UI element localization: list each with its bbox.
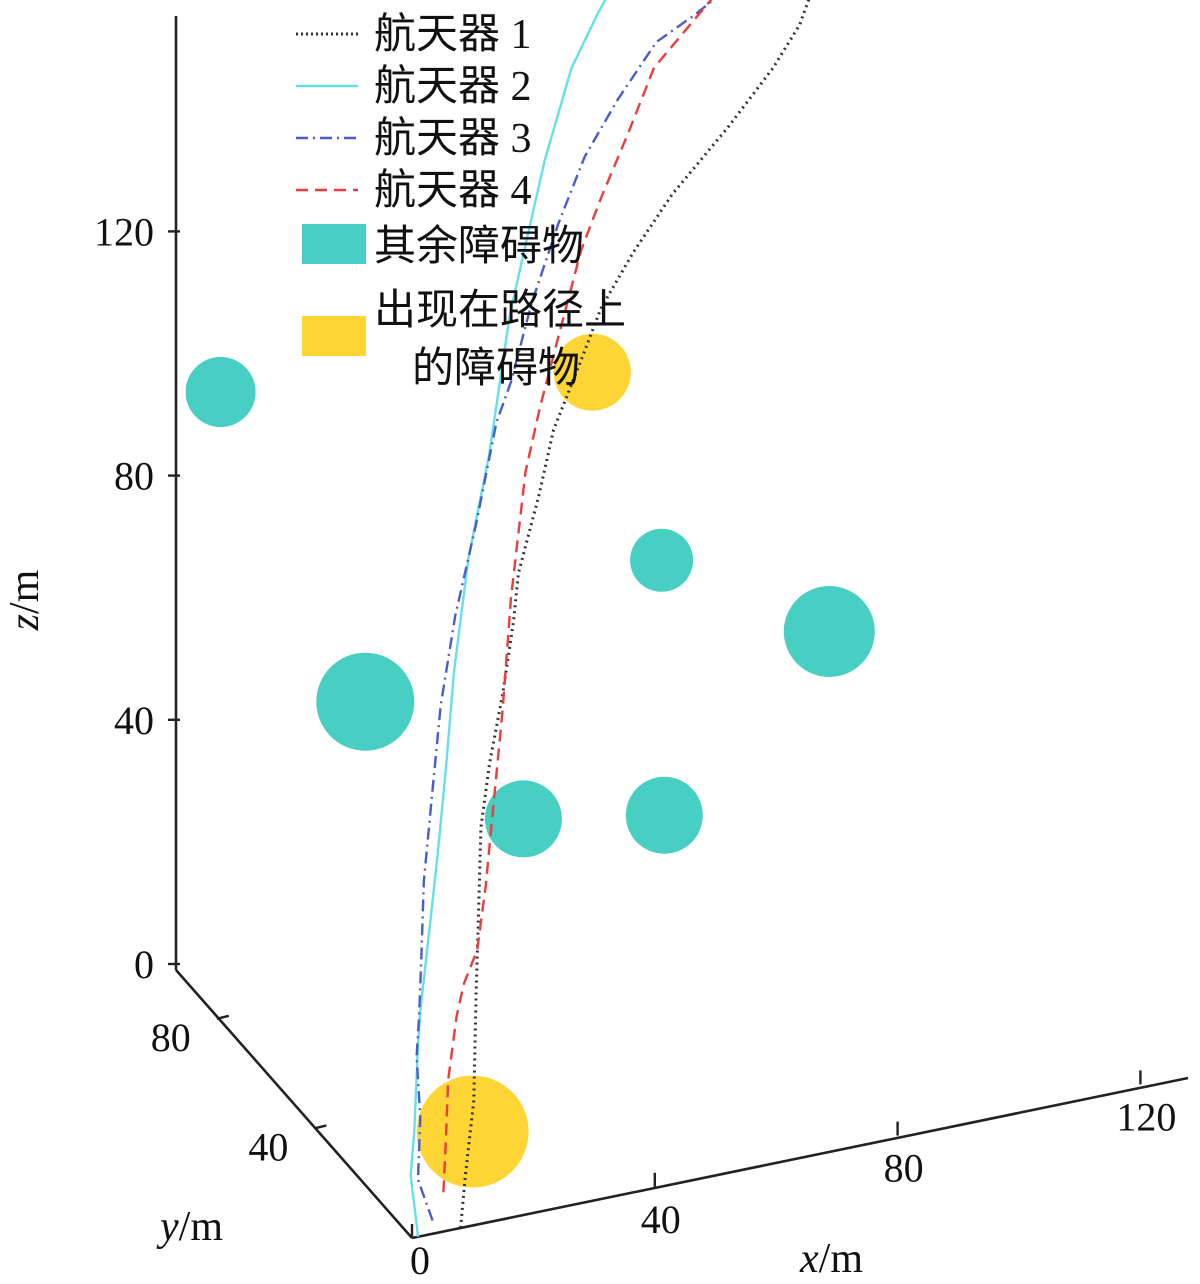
series-group (409, 0, 811, 1237)
legend-label-path-obstacle-line2: 的障碍物 (412, 346, 580, 392)
x-axis-var: x (799, 1236, 819, 1282)
legend-label-other-obstacle: 其余障碍物 (374, 223, 584, 270)
legend-label-sc4: 航天器 4 (374, 167, 532, 214)
y-axis-line (175, 969, 413, 1239)
legend-label-path-obstacle-line1: 出现在路径上 (374, 288, 626, 334)
obstacle-other (316, 652, 415, 751)
obstacle-other (630, 528, 694, 592)
z-axis-var: z (2, 614, 48, 631)
x-axis-unit: /m (819, 1236, 864, 1282)
y-tick (314, 1124, 327, 1130)
y-tick (216, 1014, 230, 1020)
obstacle-other (185, 357, 256, 427)
legend: 航天器 1 航天器 2 航天器 3 航天器 4 其余障碍物 出现在路径上 的障碍… (296, 11, 626, 392)
y-tick-label: 80 (151, 1015, 191, 1060)
legend-swatch-other-obstacle (302, 224, 366, 264)
z-tick-label: 80 (114, 454, 154, 499)
legend-label-sc1: 航天器 1 (374, 11, 532, 58)
y-axis-var: y (156, 1204, 179, 1250)
axes (174, 16, 1189, 1240)
x-tick-label: 40 (641, 1197, 681, 1242)
z-tick-label: 0 (134, 942, 154, 987)
x-axis-line (411, 1076, 1189, 1240)
obstacle-other (783, 586, 875, 677)
x-tick-label: 80 (884, 1146, 924, 1191)
x-axis-label: x/m (799, 1236, 863, 1282)
series-line-1 (459, 0, 811, 1228)
obstacle-on-path (553, 333, 631, 411)
legend-label-sc3: 航天器 3 (374, 115, 532, 162)
legend-swatch-path-obstacle (302, 316, 366, 356)
z-tick-label: 120 (94, 209, 154, 254)
y-axis-unit: /m (179, 1204, 224, 1250)
obstacle-on-path (416, 1075, 529, 1188)
series-line-3 (415, 0, 716, 1222)
obstacle-other (625, 776, 703, 854)
z-axis-label: z/m (2, 569, 48, 631)
y-tick-label: 40 (248, 1124, 288, 1169)
x-tick-label: 120 (1116, 1094, 1176, 1139)
legend-label-sc2: 航天器 2 (374, 63, 532, 110)
obstacle-group (185, 333, 875, 1188)
x-tick-label: 0 (410, 1238, 430, 1283)
y-axis-label: y/m (156, 1204, 223, 1250)
obstacle-other (484, 780, 562, 858)
tick-group: 0 40 80 120 40 80 0 40 80 120 (94, 209, 1176, 1283)
series-line-4 (442, 0, 713, 1193)
z-axis-unit: /m (2, 569, 48, 614)
z-tick-label: 40 (114, 698, 154, 743)
